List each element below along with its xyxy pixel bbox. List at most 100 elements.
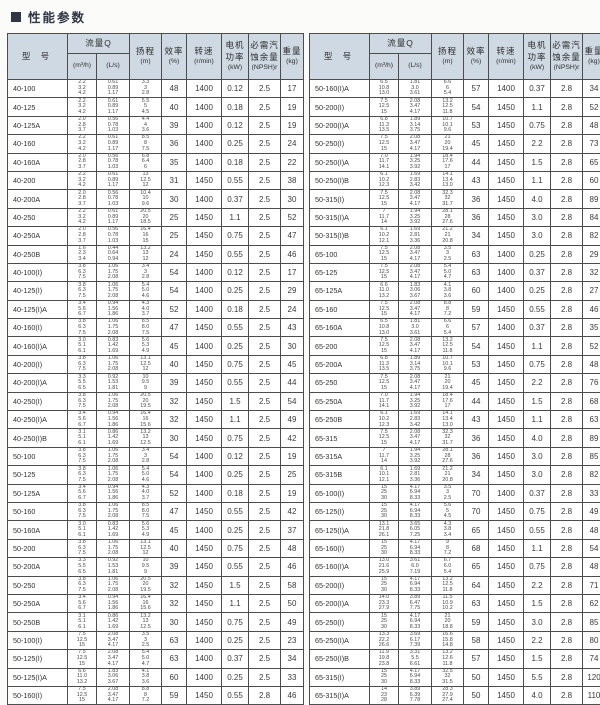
npsh-cell: 2.5 xyxy=(249,502,281,520)
speed-cell: 1400 xyxy=(187,282,222,300)
model-cell: 65-125 xyxy=(310,263,370,281)
model-cell: 65-125(I)A xyxy=(310,521,370,539)
speed-cell: 1400 xyxy=(187,135,222,153)
power-cell: 0.75 xyxy=(524,502,551,520)
efficiency-cell: 45 xyxy=(464,135,489,153)
head-label: 扬程 xyxy=(432,46,463,56)
table-header: 型 号 流量Q 扬程(m) 效率(%) 转速(r/min) 电机功率(kW) xyxy=(310,34,600,80)
efficiency-cell: 31 xyxy=(162,171,187,189)
speed-cell: 1450 xyxy=(489,576,524,594)
power-cell: 0.37 xyxy=(222,190,249,208)
col-header-weight: 重量(kg) xyxy=(583,34,600,80)
power-cell: 0.18 xyxy=(222,153,249,171)
efficiency-cell: 36 xyxy=(162,135,187,153)
speed-cell: 1450 xyxy=(187,355,222,373)
power-cell: 1.1 xyxy=(222,208,249,226)
weight-cell: 49 xyxy=(281,613,304,631)
model-cell: 50-200(I) xyxy=(310,98,370,116)
npsh-cell: 2.5 xyxy=(249,153,281,171)
weight-cell: 84 xyxy=(583,208,600,226)
power-cell: 0.55 xyxy=(222,558,249,576)
col-header-head: 扬程(m) xyxy=(130,34,162,80)
efficiency-cell: 43 xyxy=(464,411,489,429)
efficiency-cell: 25 xyxy=(162,208,187,226)
speed-cell: 1400 xyxy=(187,153,222,171)
npsh-cell: 2.8 xyxy=(551,631,583,649)
npsh-cell: 2.5 xyxy=(249,208,281,226)
efficiency-cell: 34 xyxy=(464,466,489,484)
efficiency-cell: 59 xyxy=(162,686,187,704)
weight-cell: 44 xyxy=(281,374,304,392)
weight-unit: (kg) xyxy=(583,58,600,66)
weight-cell: 46 xyxy=(583,300,600,318)
speed-cell: 1450 xyxy=(489,171,524,189)
model-cell: 40-250(I)B xyxy=(8,429,68,447)
weight-cell: 22 xyxy=(281,153,304,171)
weight-cell: 48 xyxy=(583,355,600,373)
power-cell: 0.12 xyxy=(222,263,249,281)
efficiency-cell: 60 xyxy=(162,668,187,686)
weight-cell: 60 xyxy=(583,171,600,189)
efficiency-cell: 45 xyxy=(464,374,489,392)
power-cell: 1.5 xyxy=(524,153,551,171)
head-unit: (m) xyxy=(432,58,463,66)
power-cell: 0.75 xyxy=(524,116,551,134)
speed-cell: 1450 xyxy=(489,558,524,576)
weight-cell: 30 xyxy=(281,337,304,355)
model-cell: 40-100(I) xyxy=(8,263,68,281)
model-cell: 65-200(I)A xyxy=(310,594,370,612)
weight-cell: 19 xyxy=(281,447,304,465)
npsh-cell: 2.8 xyxy=(551,135,583,153)
npsh-label-2: 蚀余量 xyxy=(249,52,280,62)
model-cell: 65-200(I) xyxy=(310,576,370,594)
model-cell: 50-125(I) xyxy=(8,650,68,668)
power-cell: 3.0 xyxy=(524,208,551,226)
efficiency-cell: 60 xyxy=(464,282,489,300)
efficiency-cell: 43 xyxy=(464,171,489,189)
weight-cell: 43 xyxy=(281,319,304,337)
power-cell: 0.55 xyxy=(222,686,249,704)
power-cell: 0.75 xyxy=(524,355,551,373)
col-header-efficiency: 效率(%) xyxy=(464,34,489,80)
speed-cell: 1450 xyxy=(489,502,524,520)
weight-cell: 52 xyxy=(583,337,600,355)
npsh-cell: 2.5 xyxy=(249,135,281,153)
npsh-cell: 2.8 xyxy=(551,521,583,539)
speed-cell: 1400 xyxy=(187,190,222,208)
speed-cell: 1450 xyxy=(489,594,524,612)
speed-cell: 1400 xyxy=(187,631,222,649)
model-cell: 40-250(I) xyxy=(8,392,68,410)
power-cell: 1.1 xyxy=(222,411,249,429)
weight-cell: 82 xyxy=(583,466,600,484)
model-cell: 65-250(I)B xyxy=(310,650,370,668)
model-cell: 65-160A xyxy=(310,319,370,337)
model-cell: 65-125(I) xyxy=(310,502,370,520)
